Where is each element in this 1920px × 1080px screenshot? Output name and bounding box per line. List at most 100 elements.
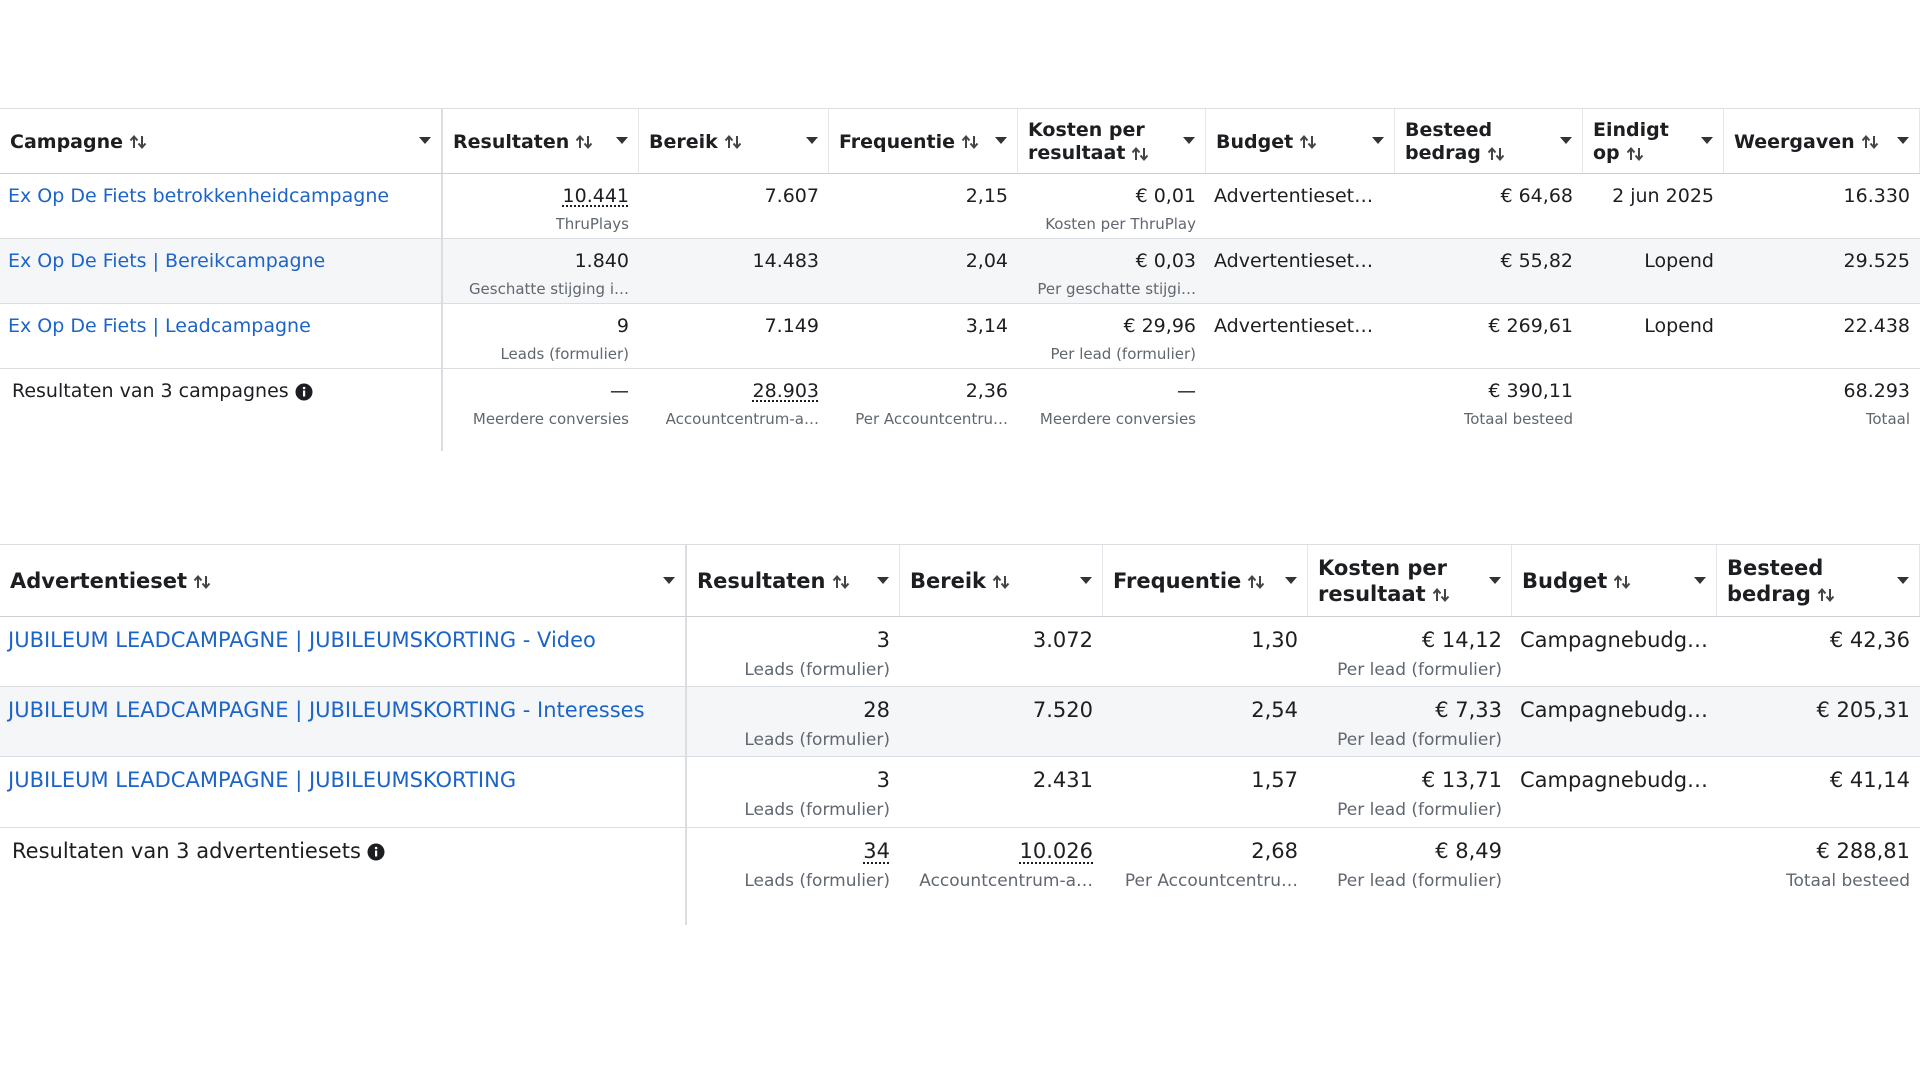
dropdown-caret[interactable] (1183, 137, 1195, 145)
sort-icon[interactable] (1613, 574, 1631, 590)
row-link[interactable]: JUBILEUM LEADCAMPAGNE | JUBILEUMSKORTING… (8, 628, 596, 652)
column-title[interactable]: Advertentieset (10, 569, 211, 594)
dropdown-caret[interactable] (1080, 576, 1092, 585)
column-header[interactable]: Besteed bedrag (1395, 109, 1583, 173)
column-title[interactable]: Resultaten (453, 131, 593, 154)
row-link[interactable]: Ex Op De Fiets | Leadcampagne (8, 315, 311, 337)
table-cell: € 390,11 Totaal besteed (1395, 369, 1583, 451)
sort-icon[interactable] (1432, 587, 1450, 603)
column-header[interactable]: Kosten per resultaat (1308, 545, 1512, 616)
column-title[interactable]: Kosten per resultaat (1028, 119, 1171, 165)
cell-subtext: Per lead (formulier) (1337, 871, 1502, 892)
column-header[interactable]: Budget (1512, 545, 1717, 616)
column-header[interactable]: Bereik (639, 109, 829, 173)
info-icon[interactable] (367, 843, 385, 861)
cell-subtext: Per geschatte stijgi… (1037, 279, 1196, 297)
table-cell: Campagnebudg… (1512, 617, 1717, 686)
column-title[interactable]: Frequentie (839, 131, 979, 154)
sort-icon[interactable] (1299, 134, 1317, 150)
table-cell: € 42,36 (1717, 617, 1920, 686)
row-link[interactable]: JUBILEUM LEADCAMPAGNE | JUBILEUMSKORTING (8, 768, 517, 792)
column-header[interactable]: Bereik (900, 545, 1103, 616)
cell-value: € 0,01 (1135, 185, 1196, 207)
column-title[interactable]: Bereik (649, 131, 742, 154)
cell-value[interactable]: 10.026 (1019, 839, 1093, 863)
table-cell: Lopend (1583, 239, 1724, 303)
sort-icon[interactable] (193, 574, 211, 590)
dropdown-caret[interactable] (1560, 137, 1572, 145)
dropdown-caret[interactable] (877, 576, 889, 585)
column-header[interactable]: Resultaten (443, 109, 639, 173)
sort-icon[interactable] (1487, 146, 1505, 162)
column-title[interactable]: Budget (1216, 131, 1317, 154)
column-header[interactable]: Kosten per resultaat (1018, 109, 1206, 173)
column-title[interactable]: Campagne (10, 131, 147, 154)
header-row: Advertentieset Resultaten Bereik Frequentie… (0, 544, 1920, 617)
table-cell: 28.903 Accountcentrum-a… (639, 369, 829, 451)
column-title[interactable]: Weergaven (1734, 131, 1879, 154)
column-header[interactable]: Besteed bedrag (1717, 545, 1920, 616)
dropdown-caret[interactable] (663, 576, 675, 585)
dropdown-caret[interactable] (995, 137, 1007, 145)
table-cell: 2,15 (829, 174, 1018, 238)
row-link[interactable]: Ex Op De Fiets betrokkenheidcampagne (8, 185, 390, 207)
column-header[interactable]: Advertentieset (0, 545, 687, 616)
column-title[interactable]: Kosten per resultaat (1318, 556, 1477, 606)
column-header[interactable]: Frequentie (1103, 545, 1308, 616)
dropdown-caret[interactable] (1489, 576, 1501, 585)
column-title[interactable]: Frequentie (1113, 569, 1265, 594)
sort-icon[interactable] (961, 134, 979, 150)
cell-value: 1,57 (1251, 768, 1298, 792)
sort-icon[interactable] (575, 134, 593, 150)
column-header[interactable]: Budget (1206, 109, 1395, 173)
row-link[interactable]: JUBILEUM LEADCAMPAGNE | JUBILEUMSKORTING… (8, 698, 645, 722)
table-cell: 9 Leads (formulier) (443, 304, 639, 368)
sort-icon[interactable] (1861, 134, 1879, 150)
dropdown-caret[interactable] (1701, 137, 1713, 145)
sort-icon[interactable] (1131, 146, 1149, 162)
row-link[interactable]: Ex Op De Fiets | Bereikcampagne (8, 250, 326, 272)
table-cell: 22.438 (1724, 304, 1920, 368)
dropdown-caret[interactable] (1694, 576, 1706, 585)
table-cell: Advertentieset… (1206, 304, 1395, 368)
dropdown-caret[interactable] (1897, 576, 1909, 585)
dropdown-caret[interactable] (616, 137, 628, 145)
cell-value[interactable]: 10.441 (562, 185, 629, 207)
sort-icon[interactable] (832, 574, 850, 590)
dropdown-caret[interactable] (419, 137, 431, 145)
table-cell: — Meerdere conversies (443, 369, 639, 451)
dropdown-caret[interactable] (806, 137, 818, 145)
table-cell: 2.431 (900, 757, 1103, 827)
dropdown-caret[interactable] (1897, 137, 1909, 145)
column-header[interactable]: Eindigt op (1583, 109, 1724, 173)
sort-icon[interactable] (724, 134, 742, 150)
dropdown-caret[interactable] (1285, 576, 1297, 585)
column-header[interactable]: Frequentie (829, 109, 1018, 173)
column-header[interactable]: Campagne (0, 109, 443, 173)
cell-value[interactable]: 28.903 (752, 380, 819, 402)
sort-icon[interactable] (992, 574, 1010, 590)
table-cell: € 14,12 Per lead (formulier) (1308, 617, 1512, 686)
table-cell: € 13,71 Per lead (formulier) (1308, 757, 1512, 827)
cell-value: € 390,11 (1488, 380, 1573, 402)
column-header[interactable]: Resultaten (687, 545, 900, 616)
cell-value: € 13,71 (1421, 768, 1502, 792)
table-cell: 7.520 (900, 687, 1103, 756)
column-title[interactable]: Besteed bedrag (1405, 119, 1548, 165)
dropdown-caret[interactable] (1372, 137, 1384, 145)
column-header[interactable]: Weergaven (1724, 109, 1920, 173)
sort-icon[interactable] (1817, 587, 1835, 603)
cell-subtext: Leads (formulier) (500, 344, 629, 362)
sort-icon[interactable] (129, 134, 147, 150)
info-icon[interactable] (295, 383, 313, 401)
sort-icon[interactable] (1247, 574, 1265, 590)
cell-value: Advertentieset… (1214, 185, 1374, 207)
table-cell: 29.525 (1724, 239, 1920, 303)
column-title[interactable]: Resultaten (697, 569, 850, 594)
cell-value[interactable]: 34 (863, 839, 890, 863)
column-title[interactable]: Bereik (910, 569, 1010, 594)
column-title[interactable]: Besteed bedrag (1727, 556, 1885, 606)
sort-icon[interactable] (1626, 146, 1644, 162)
column-title[interactable]: Eindigt op (1593, 119, 1669, 164)
column-title[interactable]: Budget (1522, 569, 1631, 594)
